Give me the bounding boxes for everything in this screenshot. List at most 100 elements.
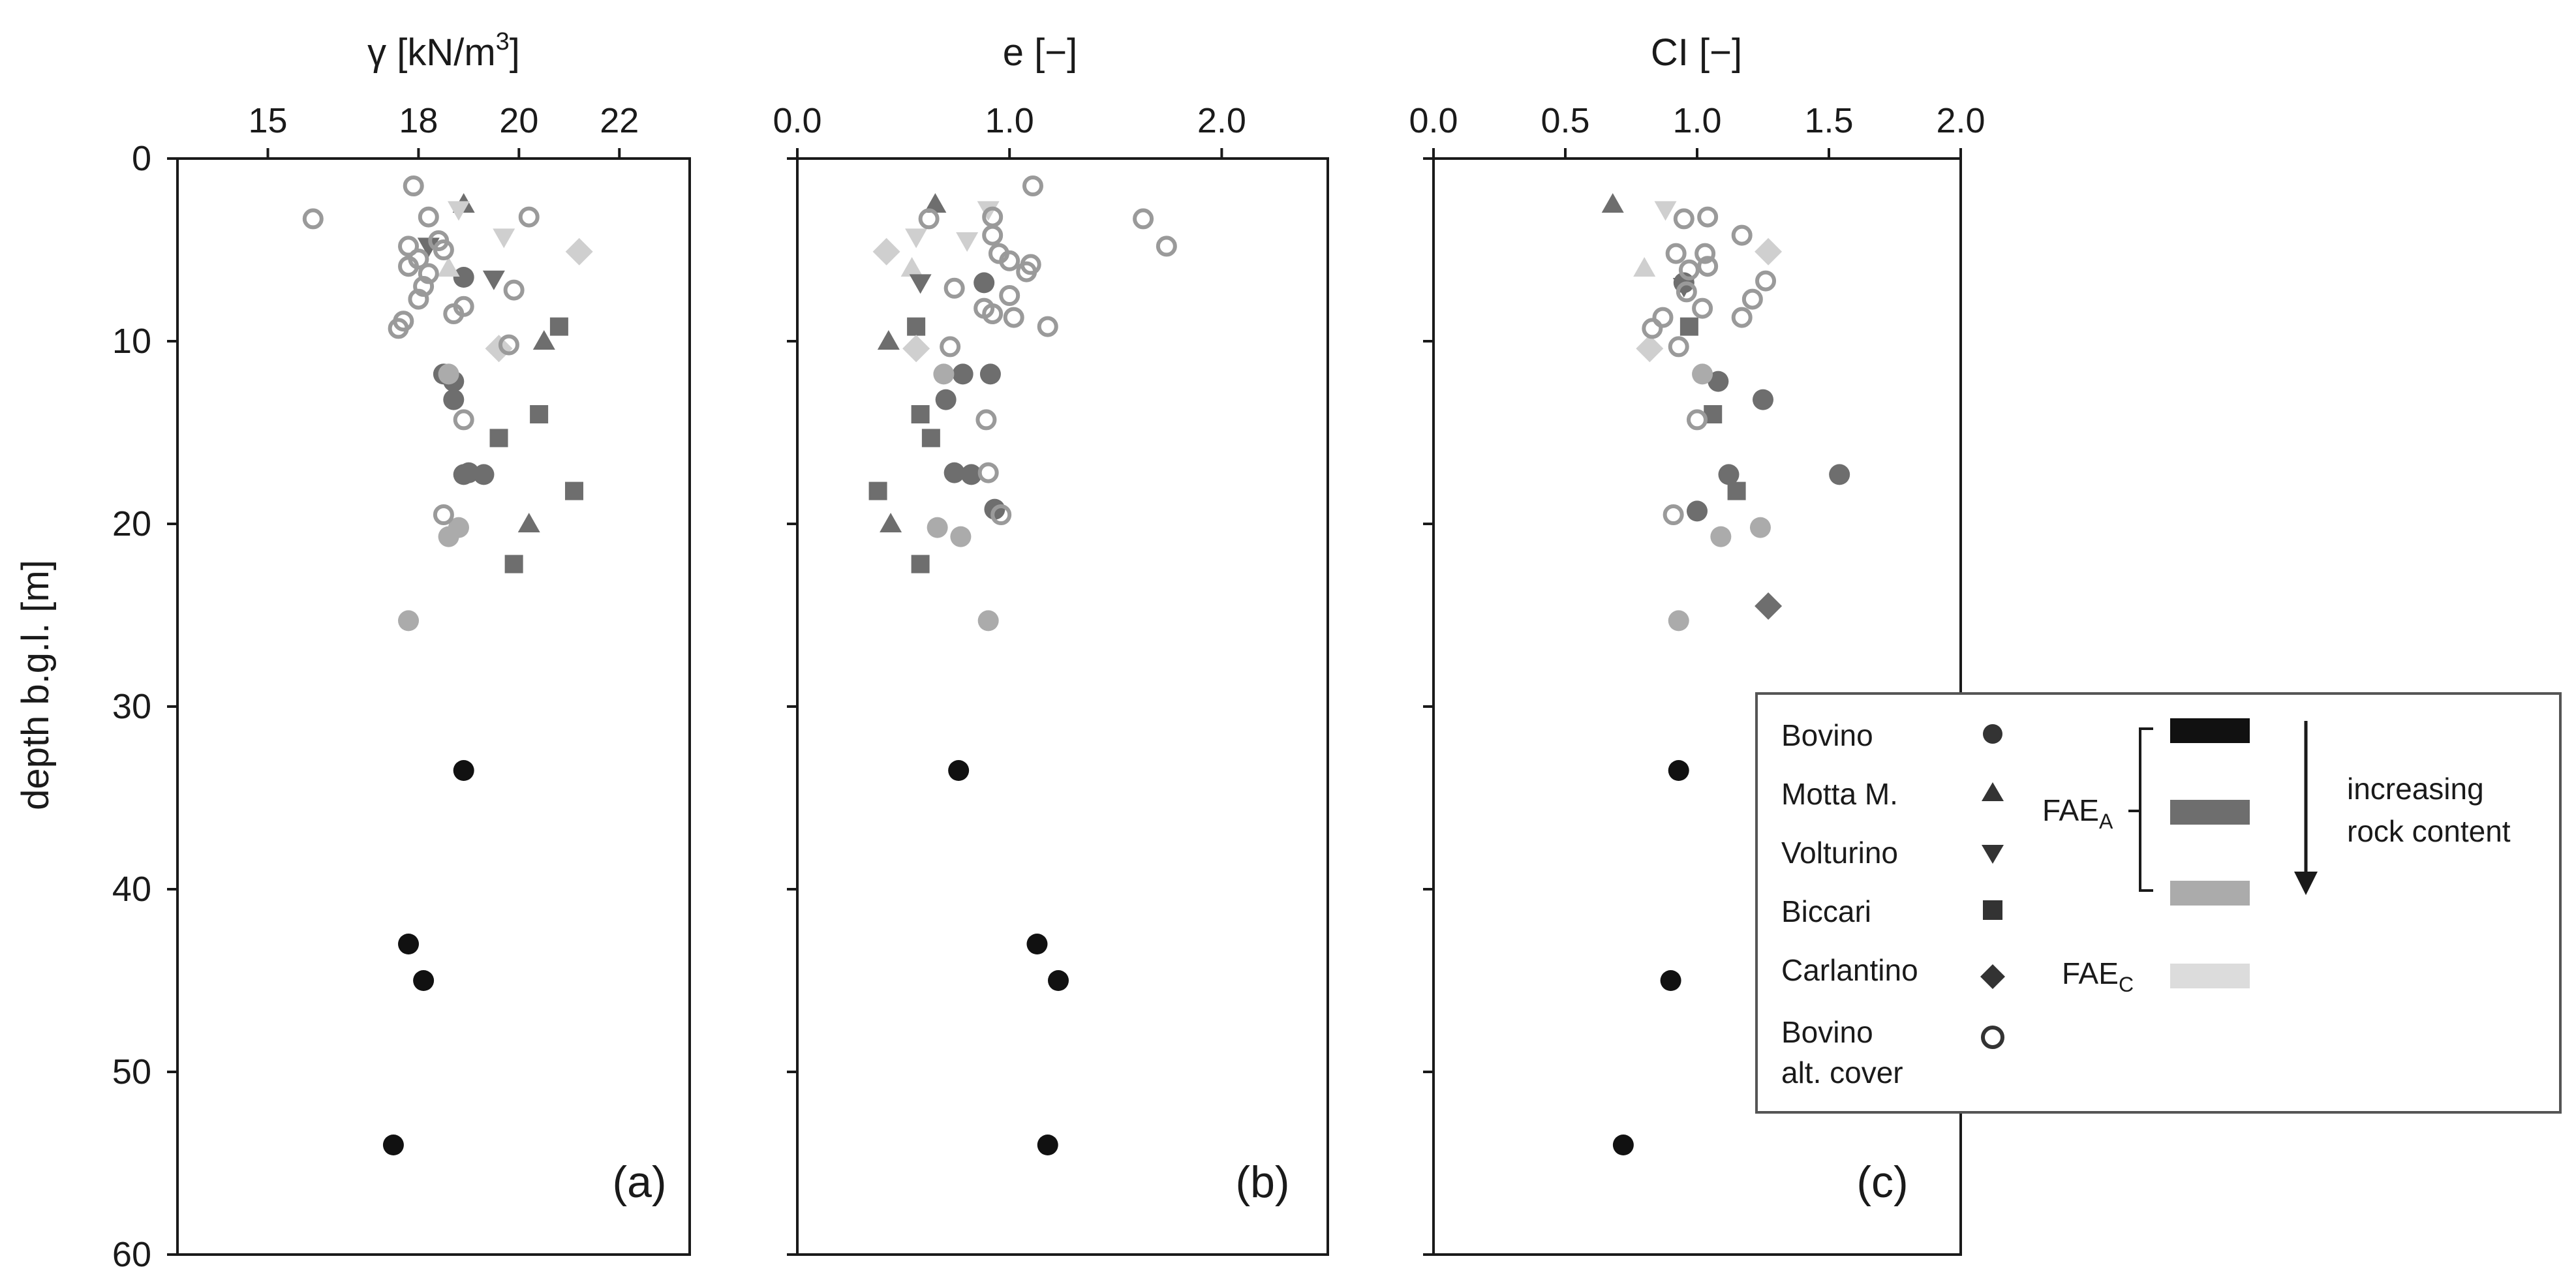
point-a-s2-3: [398, 610, 420, 632]
point-b-s3-2: [880, 513, 902, 532]
point-b-s10-5: [1156, 236, 1177, 257]
point-b-s7-3: [868, 481, 887, 500]
panel-c-x-tick-label-2: 1.0: [1672, 101, 1721, 140]
legend-label-motta: Motta M.: [1781, 777, 1898, 811]
point-b-s10-19: [990, 504, 1012, 525]
point-a-s1-0: [453, 267, 474, 288]
point-b-s10-7: [999, 250, 1020, 271]
legend-marker-circle: [1983, 724, 2002, 744]
panel-c-x-tick-label-0: 0.0: [1409, 101, 1458, 140]
point-b-s6-2: [956, 232, 979, 252]
point-a-s7-4: [504, 555, 523, 573]
legend-fae-c-label: FAEC: [2062, 956, 2134, 996]
point-a-s10-12: [408, 288, 429, 310]
point-c-s10-7: [1755, 270, 1777, 292]
point-b-s10-15: [1037, 316, 1058, 337]
legend-label-alt-cover-line2: alt. cover: [1781, 1056, 1903, 1090]
panel-c-y-ticks: [1423, 157, 1434, 1256]
panel-c-marks: [1601, 193, 1850, 1155]
y-tick-label-4: 40: [112, 870, 151, 909]
point-c-s10-1: [1697, 206, 1719, 228]
point-a-s8-0: [565, 237, 593, 266]
point-a-s10-11: [503, 279, 525, 301]
point-c-s10-4: [1694, 243, 1716, 264]
point-c-s1-5: [1687, 500, 1708, 522]
point-b-s10-13: [982, 303, 1004, 324]
panel-a-frame: [176, 157, 691, 1256]
point-b-s2-0: [933, 363, 955, 385]
panel-c-tag: (c): [1856, 1157, 1908, 1207]
y-tick-label-2: 20: [112, 504, 151, 543]
panel-a-marks: [302, 175, 593, 1155]
legend-box: [1755, 692, 2562, 1114]
point-b-s1-1: [952, 363, 974, 385]
legend-swatch-light-grey: [2170, 881, 2250, 906]
legend-arrow-head: [2294, 872, 2318, 895]
y-axis-label: depth b.g.l. [m]: [14, 560, 57, 810]
panel-b-x-title: e [−]: [1003, 31, 1077, 74]
point-b-s1-5: [960, 464, 982, 485]
point-a-s7-1: [489, 429, 508, 448]
point-a-s4-0: [437, 257, 460, 277]
point-b-s10-17: [975, 409, 997, 431]
point-c-s7-0: [1679, 317, 1698, 336]
panel-a-x-tick-label-2: 20: [499, 101, 538, 140]
point-b-s2-3: [977, 610, 999, 632]
point-c-s4-0: [1633, 257, 1656, 277]
point-b-s0-0: [948, 760, 970, 781]
point-b-s1-4: [943, 462, 965, 483]
point-b-s10-10: [943, 277, 965, 299]
point-a-s2-2: [438, 526, 459, 547]
y-tick-label-1: 10: [112, 322, 151, 361]
point-c-s8-1: [1636, 335, 1664, 363]
legend-swatch-dark-grey: [2170, 800, 2250, 825]
point-c-s10-0: [1673, 208, 1694, 230]
y-tick-label-0: 0: [132, 139, 151, 178]
point-c-s10-6: [1678, 259, 1700, 281]
point-a-s10-19: [433, 504, 454, 525]
point-a-s10-14: [443, 303, 465, 324]
point-a-s0-1: [398, 934, 420, 954]
legend-fae-a-label: FAEA: [2042, 793, 2113, 833]
point-c-s0-0: [1668, 760, 1689, 781]
legend-marker-square: [1983, 900, 2002, 920]
point-a-s10-17: [498, 334, 519, 356]
point-b-s1-3: [935, 389, 957, 410]
legend-marker-triangle-down: [1982, 845, 2004, 864]
legend-label-carlantino: Carlantino: [1781, 953, 1918, 987]
point-b-s10-16: [940, 336, 961, 358]
point-b-s10-4: [982, 224, 1004, 246]
point-a-s10-16: [388, 318, 409, 339]
point-c-s10-13: [1642, 318, 1663, 339]
point-c-s10-3: [1665, 243, 1687, 264]
point-a-s10-5: [398, 236, 420, 257]
point-c-s10-14: [1668, 336, 1689, 358]
legend-swatch-black: [2170, 718, 2250, 743]
panel-c-x-tick-label-3: 1.5: [1804, 101, 1853, 140]
point-c-s9-0: [1755, 592, 1783, 620]
point-a-s5-0: [417, 237, 440, 258]
y-tick-label-6: 60: [112, 1235, 151, 1274]
legend-fae-a-bracket: [2128, 727, 2153, 892]
y-tick-label-5: 50: [112, 1052, 151, 1091]
panel-a-x-tick-label-1: 18: [399, 101, 438, 140]
panel-a: γ [kN/m3] 15 18 20 22 0 10 20 30 40 50 60 (a): [112, 28, 691, 1274]
panel-a-x-title: γ [kN/m3]: [367, 28, 520, 74]
legend-arrow-text-1: increasing: [2347, 772, 2484, 806]
point-c-s6-0: [1654, 201, 1677, 221]
point-b-s3-0: [924, 193, 947, 213]
point-b-s10-0: [1022, 175, 1043, 196]
legend-swatch-pale-grey: [2170, 964, 2250, 988]
panel-b-x-ticks: 0.0 1.0 2.0: [773, 101, 1246, 159]
point-a-s3-1: [532, 330, 555, 350]
point-a-s0-0: [453, 760, 474, 781]
panel-a-x-ticks: 15 18 20 22: [248, 101, 639, 159]
panel-b-x-tick-label-0: 0.0: [773, 101, 821, 140]
point-b-s7-4: [911, 555, 930, 573]
point-c-s1-3: [1718, 464, 1740, 485]
point-c-s10-9: [1741, 288, 1763, 310]
point-b-s7-2: [921, 429, 940, 448]
point-a-s1-3: [443, 389, 465, 410]
point-c-s1-1: [1708, 371, 1729, 392]
point-c-s2-1: [1710, 526, 1732, 547]
